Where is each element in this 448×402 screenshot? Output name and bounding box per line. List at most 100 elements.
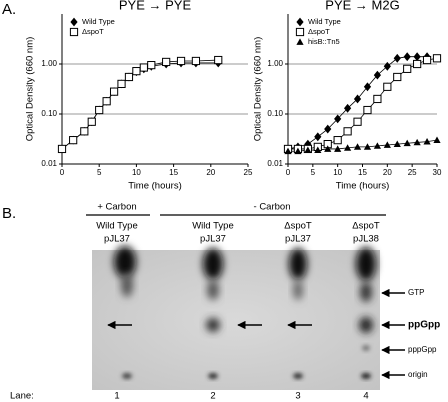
x-tick-label: 0: [60, 168, 65, 177]
point: [433, 136, 441, 144]
point: [284, 147, 292, 155]
x-tick-label: 20: [383, 168, 392, 177]
lane-heading: Lane:: [10, 391, 34, 402]
legend-swatch: [296, 38, 304, 45]
point: [383, 61, 391, 71]
group-label: + Carbon: [97, 202, 136, 213]
marker-label: pppGpp: [408, 345, 437, 354]
x-tick-label: 25: [408, 168, 417, 177]
point: [363, 105, 372, 115]
lane-number: 4: [363, 391, 368, 402]
point: [294, 147, 302, 155]
y-tick-label: 1.00: [41, 59, 57, 68]
series-line: [288, 139, 438, 152]
point: [393, 140, 401, 147]
point: [109, 87, 119, 96]
legend-label: ΔspoT: [82, 27, 104, 36]
y-tick-label: 0.01: [41, 159, 57, 168]
point: [363, 143, 372, 150]
x-tick-label: 5: [97, 168, 102, 177]
y-tick-label: 1.00: [267, 59, 283, 68]
point: [333, 136, 342, 145]
lane-number: 1: [114, 391, 119, 402]
lane-plasmid: pJL37: [285, 234, 311, 245]
point: [383, 82, 392, 91]
lane-strain: ΔspoT: [284, 221, 312, 232]
marker-label: GTP: [408, 288, 424, 297]
point: [353, 94, 362, 104]
point: [95, 105, 104, 115]
point: [147, 61, 156, 70]
point: [304, 139, 312, 149]
point: [176, 56, 186, 66]
group-label: - Carbon: [254, 202, 291, 213]
lane-number: 3: [295, 391, 300, 402]
point: [214, 55, 223, 65]
charts: PYE → PYE 0.01 0.10 1.00 0 5 10 15 20 25 Time (hou…: [25, 0, 442, 192]
y-tick-label: 0.10: [41, 109, 57, 118]
x-tick-label: 10: [132, 168, 141, 177]
panel-b: B. + Carbon - Carbon Wild Type pJL37 1 Wild…: [2, 202, 440, 402]
lane-plasmid: pJL37: [104, 234, 130, 245]
lane-labels: Wild Type pJL37 1 Wild Type pJL37 2 ΔspoT pJL37…: [96, 221, 380, 402]
point: [87, 117, 96, 126]
point: [132, 67, 141, 76]
lane-strain: Wild Type: [96, 221, 138, 232]
lane-strain: ΔspoT: [352, 221, 380, 232]
point: [324, 124, 332, 134]
legend-label: Wild Type: [82, 17, 115, 26]
point: [57, 144, 67, 154]
legend-swatch: [295, 27, 305, 37]
point: [373, 142, 381, 149]
legend-label: ΔspoT: [308, 27, 330, 36]
axes: [287, 14, 437, 165]
marker-label: ppGpp: [408, 320, 440, 331]
point: [124, 72, 134, 82]
point: [343, 127, 352, 136]
legend-swatch: [296, 17, 304, 27]
point: [80, 127, 89, 136]
x-tick-label: 10: [333, 168, 342, 177]
legend-swatch: [70, 17, 78, 27]
point: [353, 117, 362, 126]
chart-title: PYE → M2G: [325, 0, 399, 12]
point: [363, 82, 372, 92]
point: [314, 132, 322, 142]
point: [403, 52, 411, 62]
point: [373, 70, 381, 80]
point: [162, 57, 171, 67]
point: [344, 144, 352, 151]
point: [102, 97, 111, 106]
marker-label: origin: [408, 370, 428, 379]
x-axis-label: Time (hours): [128, 181, 182, 192]
lane-plasmid: pJL37: [200, 234, 226, 245]
gel-bands: [114, 246, 376, 379]
legend-label: hisB::Tn5: [308, 37, 340, 46]
x-tick-label: 25: [244, 168, 253, 177]
x-axis-label: Time (hours): [336, 181, 390, 192]
point: [413, 138, 421, 146]
point: [422, 55, 432, 65]
axes: [61, 14, 248, 165]
x-tick-label: 15: [358, 168, 367, 177]
x-tick-label: 15: [169, 168, 178, 177]
legend-label: Wild Type: [308, 17, 341, 26]
panel-label: A.: [2, 1, 16, 18]
point: [117, 79, 126, 88]
lane-strain: Wild Type: [192, 221, 234, 232]
point: [191, 56, 201, 66]
point: [413, 59, 422, 69]
point: [393, 53, 401, 63]
point: [353, 143, 362, 150]
point: [423, 138, 431, 145]
x-tick-label: 5: [311, 168, 316, 177]
panel-label: B.: [2, 205, 16, 222]
chart-title: PYE → PYE: [119, 0, 192, 12]
point: [334, 145, 342, 152]
point: [393, 72, 402, 82]
y-tick-label: 0.01: [267, 159, 283, 168]
lane-plasmid: pJL38: [353, 234, 379, 245]
y-axis-label: Optical Density (660 nm): [25, 37, 36, 142]
x-tick-label: 20: [206, 168, 215, 177]
